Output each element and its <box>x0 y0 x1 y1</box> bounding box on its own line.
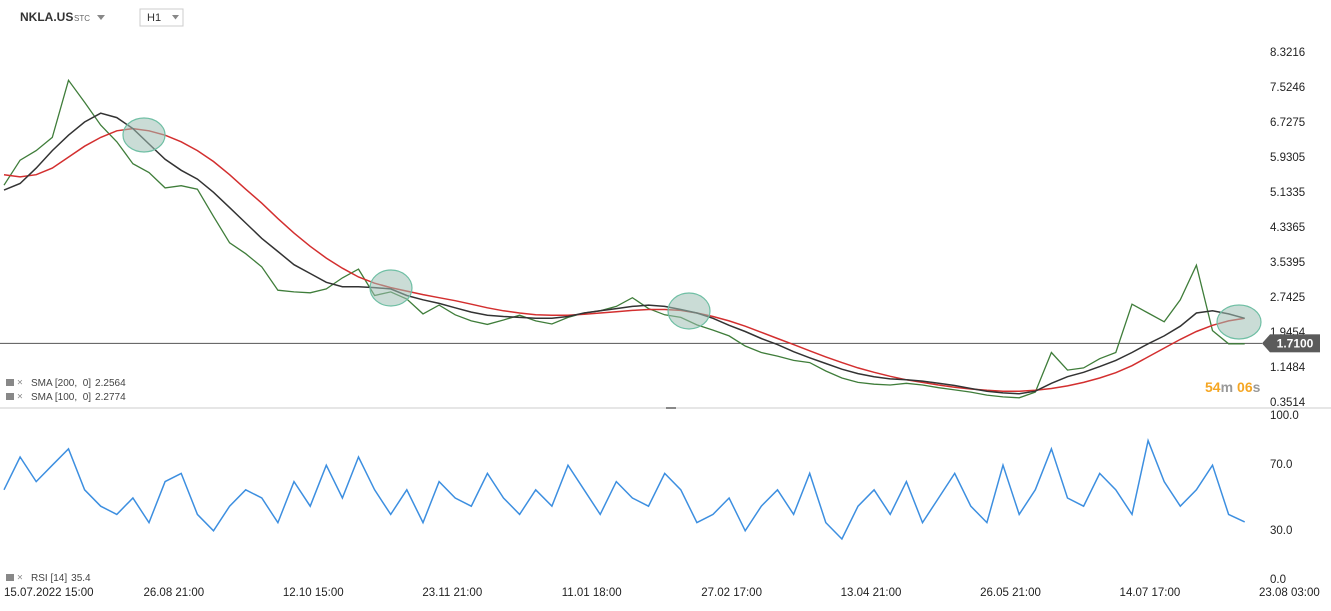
x-tick-label: 12.10 15:00 <box>283 587 344 599</box>
series-line <box>3 438 1246 541</box>
series-line <box>3 112 1245 395</box>
legend-entry: × RSI [14] 35.4 <box>6 573 91 584</box>
legend-close[interactable]: × <box>17 392 23 403</box>
y-tick-label: 6.7275 <box>1270 117 1305 129</box>
x-tick-label: 13.04 21:00 <box>841 587 902 599</box>
y-tick-label: 8.3216 <box>1270 47 1305 59</box>
y-tick-label: 70.0 <box>1270 459 1292 471</box>
legend-name: SMA [200, 0] <box>31 378 91 389</box>
legend-close[interactable]: × <box>17 378 23 389</box>
countdown-unit: s <box>1253 379 1261 395</box>
price-tag <box>1270 334 1320 353</box>
countdown-unit: m <box>1221 379 1233 395</box>
legend-value: 2.2564 <box>95 378 126 389</box>
y-tick-label: 1.1484 <box>1270 362 1306 374</box>
timeframe-dropdown[interactable] <box>172 15 179 20</box>
market: STC <box>74 14 90 23</box>
series-line <box>3 78 1245 399</box>
x-tick-label: 27.02 17:00 <box>701 587 762 599</box>
y-tick-label: 0.0 <box>1270 574 1286 586</box>
legend-label: SMA [200, 0] 2.2564 <box>31 378 126 389</box>
y-tick-label: 5.1335 <box>1270 187 1305 199</box>
x-tick-label: 23.11 21:00 <box>422 587 482 599</box>
countdown: 54m 06s <box>1205 379 1261 395</box>
highlight-circle <box>369 269 413 307</box>
legend-name: SMA [100, 0] <box>31 392 91 403</box>
legend-icon <box>6 574 14 581</box>
y-tick-label: 100.0 <box>1270 410 1299 422</box>
legend-entry: × SMA [200, 0] 2.2564 <box>6 378 126 389</box>
y-tick-label: 3.5395 <box>1270 257 1305 269</box>
legend-label: SMA [100, 0] 2.2774 <box>31 392 126 403</box>
legend-icon <box>6 393 14 400</box>
symbol-dropdown[interactable] <box>97 15 105 20</box>
y-tick-label: 2.7425 <box>1270 292 1305 304</box>
price-tag-label: 1.7100 <box>1277 336 1314 350</box>
timeframe[interactable]: H1 <box>147 12 161 24</box>
symbol[interactable]: NKLA.US <box>20 10 73 24</box>
legend-value: 2.2774 <box>95 392 126 403</box>
x-tick-label: 14.07 17:00 <box>1120 587 1181 599</box>
y-tick-label: 30.0 <box>1270 525 1292 537</box>
x-tick-label: 23.08 03:00 <box>1259 587 1320 599</box>
highlight-circle <box>1216 304 1262 340</box>
y-tick-label: 5.9305 <box>1270 152 1305 164</box>
legend-close[interactable]: × <box>17 573 23 584</box>
x-tick-label: 26.05 21:00 <box>980 587 1041 599</box>
price-tag-arrow <box>1262 334 1270 353</box>
legend-entry: × SMA [100, 0] 2.2774 <box>6 392 126 403</box>
countdown-seconds: 06 <box>1237 379 1253 395</box>
timeframe-box[interactable] <box>139 8 184 27</box>
legend-label: RSI [14] 35.4 <box>31 573 91 584</box>
legend-name: RSI [14] <box>31 573 67 584</box>
y-tick-label: 0.3514 <box>1270 397 1306 409</box>
countdown-minutes: 54 <box>1205 379 1221 395</box>
y-tick-label: 4.3365 <box>1270 222 1305 234</box>
legend-value: 35.4 <box>71 573 91 584</box>
x-tick-label: 26.08 21:00 <box>143 587 204 599</box>
highlight-circle <box>667 292 711 330</box>
x-tick-label: 11.01 18:00 <box>562 587 622 599</box>
y-tick-label: 7.5246 <box>1270 82 1305 94</box>
legend-icon <box>6 379 14 386</box>
highlight-circle <box>122 117 166 153</box>
x-tick-label: 15.07.2022 15:00 <box>4 587 94 599</box>
